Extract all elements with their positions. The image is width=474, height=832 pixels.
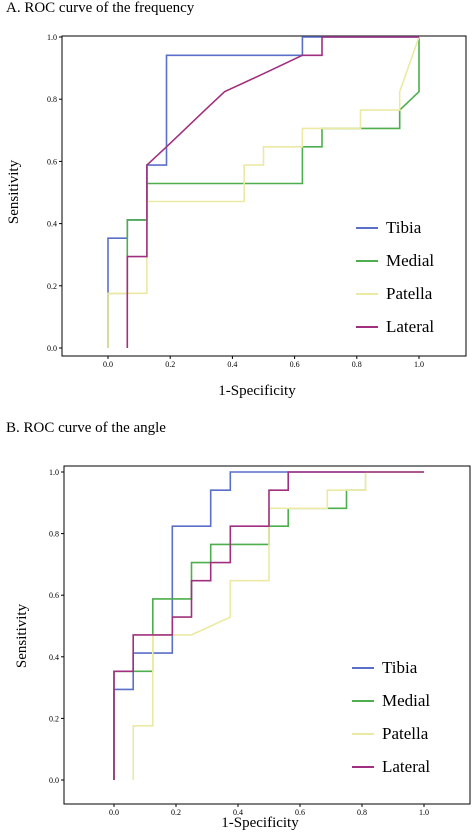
panel-title: B. ROC curve of the angle: [6, 420, 166, 436]
y-tick-label: 0.4: [47, 220, 57, 229]
roc-line-medial: [107, 37, 420, 348]
legend-label-patella: Patella: [386, 284, 433, 303]
roc-line-lateral: [113, 471, 424, 780]
panel-title: A. ROC curve of the frequency: [6, 0, 195, 16]
roc-line-patella: [107, 36, 420, 348]
y-tick-label: 1.0: [47, 33, 57, 42]
legend-label-medial: Medial: [386, 251, 434, 270]
y-tick-label: 0.0: [47, 344, 57, 353]
legend-label-lateral: Lateral: [382, 757, 430, 776]
y-axis-title: Sensitivity: [6, 159, 22, 224]
plot-frame: [63, 465, 471, 805]
y-tick-label: 0.6: [49, 591, 59, 600]
roc-line-patella: [132, 471, 424, 780]
y-tick-label: 0.8: [47, 95, 57, 104]
x-tick-label: 0.6: [290, 360, 300, 369]
y-tick-label: 0.4: [49, 653, 59, 662]
x-tick-label: 0.4: [227, 360, 237, 369]
x-axis-title: 1-Specificity: [221, 815, 299, 831]
x-axis-title: 1-Specificity: [218, 383, 296, 399]
x-tick-label: 0.8: [357, 808, 367, 817]
roc-line-tibia: [113, 471, 424, 780]
y-tick-label: 0.0: [49, 776, 59, 785]
roc-line-medial: [113, 472, 367, 780]
y-tick-label: 0.2: [49, 714, 59, 723]
roc-panel-frequency: A. ROC curve of the frequency 0.0 0.2 0.4 0…: [0, 0, 474, 415]
roc-chart-frequency: 0.0 0.2 0.4 0.6 0.8 1.0 0.0 0.2 0.4 0.6 0.8 1.0 1-Sp…: [6, 33, 467, 399]
y-axis-title: Sensitivity: [14, 603, 30, 668]
x-tick-label: 0.8: [352, 360, 362, 369]
x-tick-label: 1.0: [414, 360, 424, 369]
legend-label-medial: Medial: [382, 691, 430, 710]
roc-chart-angle: 0.0 0.2 0.4 0.6 0.8 1.0 0.0 0.2 0.4 0.6 0.8 1.0 1-Sp…: [14, 465, 471, 831]
x-tick-label: 0.6: [295, 808, 305, 817]
y-tick-label: 0.2: [47, 282, 57, 291]
x-tick-label: 0.0: [103, 360, 113, 369]
legend-label-lateral: Lateral: [386, 317, 434, 336]
legend-label-patella: Patella: [382, 724, 429, 743]
y-tick-label: 1.0: [49, 468, 59, 477]
roc-panel-angle: B. ROC curve of the angle 0.0 0.2 0.4 0.6 0.…: [0, 420, 474, 832]
y-tick-label: 0.8: [49, 530, 59, 539]
y-tick-label: 0.6: [47, 157, 57, 166]
legend-label-tibia: Tibia: [382, 658, 418, 677]
x-tick-label: 0.0: [109, 808, 119, 817]
roc-line-lateral: [126, 36, 419, 348]
roc-line-tibia: [107, 36, 419, 348]
legend-label-tibia: Tibia: [386, 218, 422, 237]
x-tick-label: 0.2: [165, 360, 175, 369]
x-tick-label: 1.0: [419, 808, 429, 817]
x-tick-label: 0.2: [171, 808, 181, 817]
plot-frame: [61, 35, 467, 357]
x-tick-label: 0.4: [233, 808, 243, 817]
